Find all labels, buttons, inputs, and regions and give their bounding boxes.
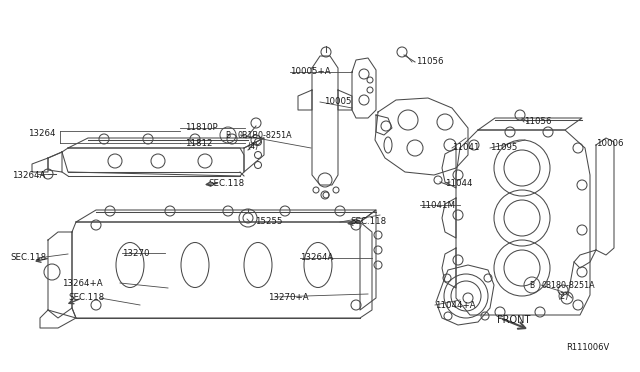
Text: 13264A: 13264A xyxy=(12,170,45,180)
Text: SEC.118: SEC.118 xyxy=(208,179,244,187)
Text: 11810P: 11810P xyxy=(185,124,218,132)
Text: 11056: 11056 xyxy=(416,58,444,67)
Text: 15255: 15255 xyxy=(255,218,282,227)
Text: 10005+A: 10005+A xyxy=(290,67,331,77)
Text: 13264A: 13264A xyxy=(300,253,333,263)
Text: R111006V: R111006V xyxy=(566,343,609,353)
Text: B: B xyxy=(529,280,534,289)
Text: 13264: 13264 xyxy=(28,128,56,138)
Text: (4): (4) xyxy=(247,142,258,151)
Text: 10006: 10006 xyxy=(596,138,623,148)
Text: SEC.118: SEC.118 xyxy=(10,253,46,263)
Text: 10005: 10005 xyxy=(324,97,351,106)
Text: 11041M: 11041M xyxy=(420,201,455,209)
Text: SEC.118: SEC.118 xyxy=(350,218,386,227)
Text: 11095: 11095 xyxy=(490,144,517,153)
Text: B: B xyxy=(225,131,230,140)
Text: 11041: 11041 xyxy=(452,144,479,153)
Text: 13264+A: 13264+A xyxy=(62,279,102,288)
Text: 13270+A: 13270+A xyxy=(268,294,308,302)
Text: 0B1B0-8251A: 0B1B0-8251A xyxy=(237,131,292,140)
Text: FRONT: FRONT xyxy=(497,315,531,325)
Text: 11044: 11044 xyxy=(445,179,472,187)
Text: 11812: 11812 xyxy=(185,138,212,148)
Text: 13270: 13270 xyxy=(122,248,150,257)
Text: 08180-8251A: 08180-8251A xyxy=(541,280,595,289)
Text: 11056: 11056 xyxy=(524,118,552,126)
Text: SEC.118: SEC.118 xyxy=(68,294,104,302)
Text: (2): (2) xyxy=(557,292,568,301)
Text: 11044+A: 11044+A xyxy=(435,301,476,310)
